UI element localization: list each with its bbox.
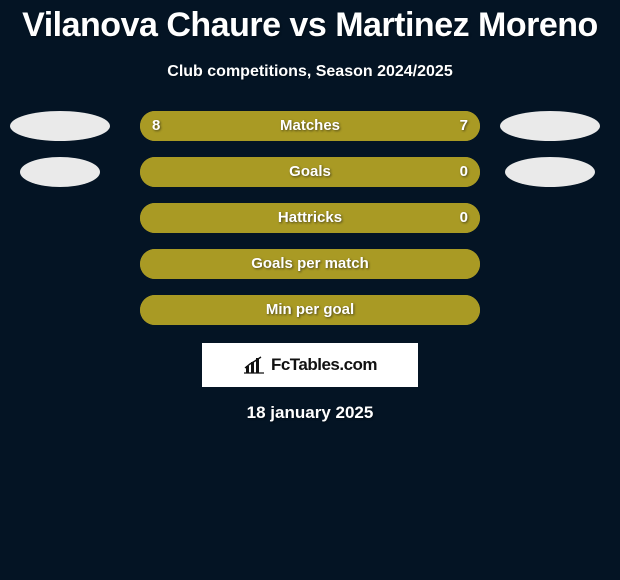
stat-label: Matches [140, 111, 480, 141]
date-label: 18 january 2025 [0, 403, 620, 423]
stat-row: Matches8 7 [0, 111, 620, 141]
player-right-ellipse [500, 111, 600, 141]
stat-value-left: 8 [152, 111, 160, 141]
stat-row: Hattricks0 [0, 203, 620, 233]
stat-row: Goals0 [0, 157, 620, 187]
stat-value-right: 0 [460, 203, 468, 233]
stat-label: Goals [140, 157, 480, 187]
stat-bar: Min per goal [140, 295, 480, 325]
stat-label: Min per goal [140, 295, 480, 325]
player-right-ellipse [505, 157, 595, 187]
stat-row: Goals per match [0, 249, 620, 279]
stat-bar: Matches8 7 [140, 111, 480, 141]
stat-value-right: 7 [460, 111, 468, 141]
page-title: Vilanova Chaure vs Martinez Moreno [0, 6, 620, 45]
stat-row: Min per goal [0, 295, 620, 325]
logo-box: FcTables.com [202, 343, 418, 387]
stats-rows: Matches87Goals0Hattricks0Goals per match… [0, 111, 620, 325]
chart-bars-icon [243, 356, 265, 374]
stat-bar: Goals per match [140, 249, 480, 279]
player-left-ellipse [10, 111, 110, 141]
logo-text: FcTables.com [271, 355, 377, 375]
stat-bar: Hattricks0 [140, 203, 480, 233]
page-subtitle: Club competitions, Season 2024/2025 [0, 63, 620, 81]
stat-label: Hattricks [140, 203, 480, 233]
player-left-ellipse [20, 157, 100, 187]
stat-label: Goals per match [140, 249, 480, 279]
stat-value-right: 0 [460, 157, 468, 187]
stat-bar: Goals0 [140, 157, 480, 187]
